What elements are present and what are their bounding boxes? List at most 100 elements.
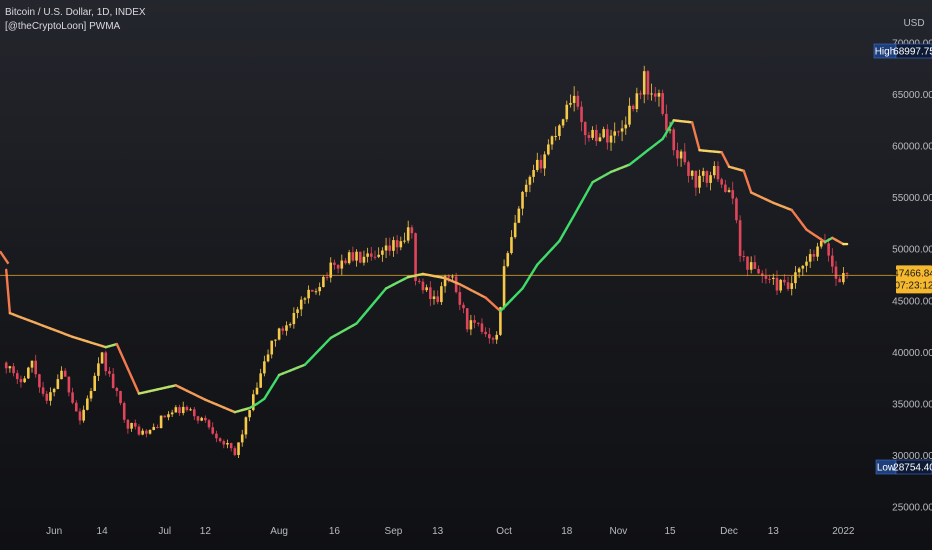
candle-body [285, 325, 288, 331]
x-tick-label: 18 [561, 526, 573, 537]
x-tick-label: Aug [270, 526, 288, 537]
candle-body [167, 414, 170, 418]
candle-body [148, 430, 152, 434]
candle-body [694, 170, 698, 188]
candle-body [97, 363, 100, 376]
candle-body [406, 227, 410, 241]
candle-body [432, 296, 436, 300]
candle-body [716, 166, 720, 180]
pwma-segment [690, 121, 698, 138]
candle-body [311, 289, 314, 292]
candle-body [270, 340, 274, 355]
candle-body [244, 417, 248, 435]
candle-body [712, 166, 716, 176]
y-tick-label: 65000.00 [892, 90, 932, 101]
candle-body [307, 289, 310, 299]
x-tick-label: Jun [46, 526, 62, 537]
candle-body [580, 106, 583, 123]
candle-body [727, 190, 731, 192]
pwma-segment [569, 213, 576, 223]
pwma-segment [115, 342, 122, 354]
indicator-title[interactable]: [@theCryptoLoon] PWMA [5, 21, 121, 32]
candle-body [185, 406, 189, 411]
candle-body [451, 276, 454, 278]
candle-body [78, 411, 82, 421]
candle-body [521, 191, 524, 209]
x-tick-label: 13 [768, 526, 780, 537]
pwma-segment [576, 200, 583, 210]
candle-body [495, 334, 499, 340]
candle-body [388, 245, 392, 251]
pwma-segment [661, 131, 668, 141]
candle-body [336, 264, 340, 269]
candle-body [506, 253, 510, 267]
candle-body [502, 266, 506, 308]
candle-body [322, 276, 325, 288]
candle-body [528, 176, 532, 185]
candle-body [443, 276, 447, 287]
candle-body [251, 394, 255, 411]
candle-body [635, 93, 639, 110]
candle-body [189, 409, 192, 411]
x-tick-label: Jul [158, 526, 171, 537]
candle-body [226, 443, 229, 445]
y-tick-label: 60000.00 [892, 142, 932, 153]
candle-body [565, 104, 569, 120]
candle-body [23, 378, 26, 383]
candle-body [373, 256, 377, 258]
candle-body [15, 373, 19, 380]
x-tick-label: Oct [496, 526, 512, 537]
candle-body [399, 241, 403, 248]
candle-body [786, 282, 790, 289]
pwma-segment [123, 359, 130, 371]
candle-body [801, 265, 805, 269]
x-tick-label: Dec [720, 526, 738, 537]
candle-body [524, 184, 528, 192]
candle-body [753, 262, 757, 269]
candle-body [646, 71, 650, 95]
candle-body [181, 406, 185, 414]
candle-body [288, 324, 292, 326]
candle-body [845, 273, 849, 275]
candle-body [38, 374, 41, 388]
candle-body [207, 420, 211, 428]
candle-body [513, 222, 517, 238]
candle-body [174, 407, 178, 413]
low-label: Low [877, 463, 896, 474]
candle-body [473, 320, 476, 323]
candle-body [617, 131, 620, 133]
candle-body [480, 323, 484, 332]
candle-body [458, 292, 462, 305]
y-tick-label: 25000.00 [892, 503, 932, 514]
candle-body [52, 388, 56, 393]
candle-body [738, 220, 742, 257]
candle-body [60, 370, 63, 380]
candle-body [720, 179, 723, 185]
candle-body [137, 426, 141, 435]
candle-body [351, 252, 355, 261]
candle-body [779, 279, 782, 291]
candle-body [650, 93, 653, 95]
candle-body [366, 253, 369, 257]
candle-body [572, 95, 576, 103]
candle-body [772, 277, 775, 279]
candle-body [838, 278, 841, 283]
candle-body [642, 71, 646, 95]
candle-body [126, 419, 130, 429]
candle-body [8, 366, 12, 369]
candle-body [583, 122, 587, 136]
pwma-segment [558, 233, 565, 243]
candle-body [816, 246, 819, 257]
candle-body [421, 281, 425, 291]
candle-body [535, 159, 539, 171]
candle-body [237, 442, 240, 455]
x-tick-label: 2022 [832, 526, 855, 537]
time-axis[interactable]: Jun 14 Jul 12 Aug 16 Sep 13 Oct 18 Nov 15 Dec 13 2022 [46, 526, 855, 537]
symbol-title[interactable]: Bitcoin / U.S. Dollar, 1D, INDEX [5, 7, 146, 18]
candle-body [392, 240, 395, 251]
candle-body [122, 403, 126, 420]
candle-body [425, 287, 428, 291]
candle-body [340, 260, 344, 269]
y-tick-label: 50000.00 [892, 245, 932, 256]
